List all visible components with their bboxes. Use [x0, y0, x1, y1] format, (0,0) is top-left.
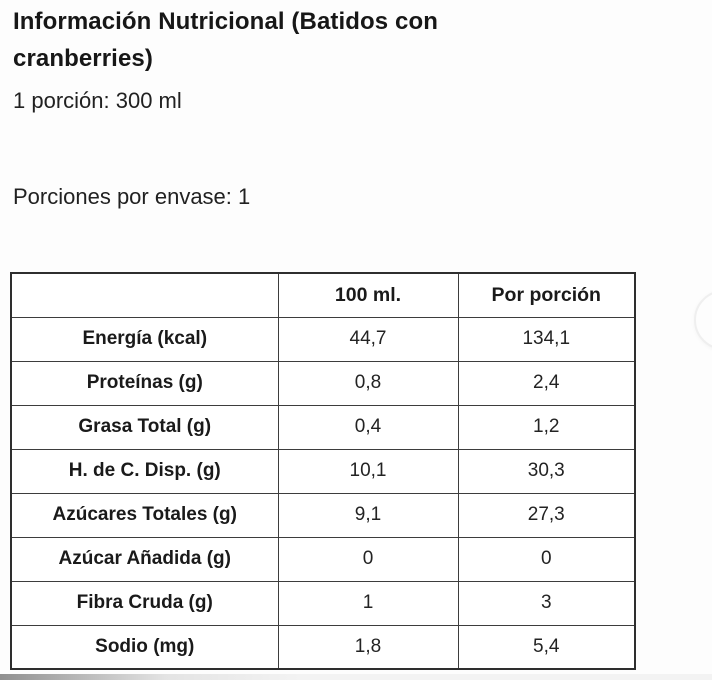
floating-button-partial[interactable]: [694, 290, 712, 350]
row-value-portion: 5,4: [457, 624, 636, 670]
table-row: Azúcares Totales (g) 9,1 27,3: [10, 492, 636, 538]
row-value-portion: 3: [457, 580, 636, 626]
row-value-100ml: 0,8: [277, 360, 459, 406]
header-cell-100ml: 100 ml.: [277, 272, 459, 318]
row-value-100ml: 0: [277, 536, 459, 582]
row-value-portion: 27,3: [457, 492, 636, 538]
bottom-edge-band: [0, 674, 712, 680]
row-label: Proteínas (g): [10, 360, 279, 406]
row-value-100ml: 1: [277, 580, 459, 626]
row-label: Azúcar Añadida (g): [10, 536, 279, 582]
row-label: Grasa Total (g): [10, 404, 279, 450]
table-row: Grasa Total (g) 0,4 1,2: [10, 404, 636, 450]
table-row: Azúcar Añadida (g) 0 0: [10, 536, 636, 582]
row-value-portion: 2,4: [457, 360, 636, 406]
bottom-edge-shadow: [0, 674, 300, 680]
row-value-100ml: 1,8: [277, 624, 459, 670]
row-value-100ml: 0,4: [277, 404, 459, 450]
nutrition-table: 100 ml. Por porción Energía (kcal) 44,7 …: [10, 272, 636, 670]
table-row: Proteínas (g) 0,8 2,4: [10, 360, 636, 406]
row-value-100ml: 9,1: [277, 492, 459, 538]
servings-per-container-text: Porciones por envase: 1: [13, 184, 251, 209]
table-header-row: 100 ml. Por porción: [10, 272, 636, 318]
row-value-portion: 0: [457, 536, 636, 582]
header-cell-por-porcion: Por porción: [457, 272, 636, 318]
table-row: Fibra Cruda (g) 1 3: [10, 580, 636, 626]
row-value-portion: 134,1: [457, 316, 636, 362]
table-row: H. de C. Disp. (g) 10,1 30,3: [10, 448, 636, 494]
table-row: Energía (kcal) 44,7 134,1: [10, 316, 636, 362]
row-value-100ml: 10,1: [277, 448, 459, 494]
row-label: Fibra Cruda (g): [10, 580, 279, 626]
row-value-100ml: 44,7: [277, 316, 459, 362]
row-label: H. de C. Disp. (g): [10, 448, 279, 494]
row-value-portion: 30,3: [457, 448, 636, 494]
row-label: Sodio (mg): [10, 624, 279, 670]
header-cell-empty: [10, 272, 279, 318]
serving-size-text: 1 porción: 300 ml: [13, 88, 182, 113]
row-label: Energía (kcal): [10, 316, 279, 362]
row-value-portion: 1,2: [457, 404, 636, 450]
table-row: Sodio (mg) 1,8 5,4: [10, 624, 636, 670]
page-title: Información Nutricional (Batidos con cra…: [13, 8, 438, 72]
row-label: Azúcares Totales (g): [10, 492, 279, 538]
